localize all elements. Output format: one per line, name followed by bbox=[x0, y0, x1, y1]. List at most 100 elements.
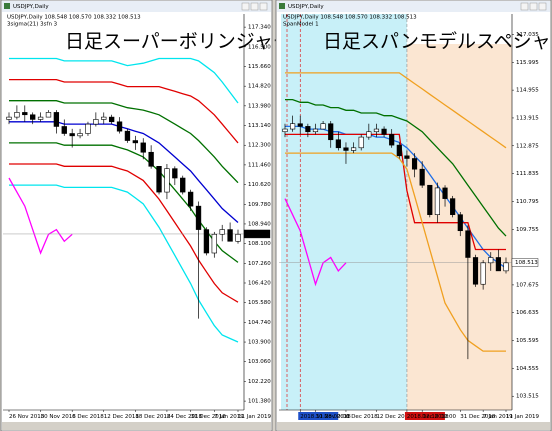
candle-body bbox=[116, 121, 123, 132]
candle-body bbox=[85, 123, 91, 134]
x-tick-label: 31 Dec 2018 bbox=[191, 414, 227, 420]
overlay-title: 日足スーパーボリンジャー bbox=[65, 31, 292, 53]
y-tick-label: 109.755 bbox=[516, 227, 539, 233]
maximize-button[interactable] bbox=[250, 2, 259, 11]
candle-body bbox=[411, 158, 418, 170]
candle-body bbox=[30, 114, 36, 120]
y-tick-label: 103.515 bbox=[516, 394, 539, 400]
window-title: USDJPY,Daily bbox=[13, 4, 49, 10]
status-strip bbox=[277, 422, 550, 430]
date-highlight bbox=[404, 412, 445, 420]
window-title: USDJPY,Daily bbox=[288, 4, 324, 10]
candle-body bbox=[93, 119, 99, 125]
y-tick-label: 112.300 bbox=[248, 143, 271, 149]
maximize-button[interactable] bbox=[529, 2, 538, 11]
candle-body bbox=[6, 116, 12, 120]
candle-body bbox=[180, 177, 186, 193]
minimize-button[interactable] bbox=[241, 2, 250, 11]
x-tick-label: 12 Dec 2018 bbox=[376, 414, 412, 420]
indicator-name: 3sigma(21) 3sfn 3 bbox=[7, 22, 58, 28]
y-tick-label: 105.595 bbox=[516, 338, 539, 344]
candle-body bbox=[219, 229, 225, 235]
close-button[interactable] bbox=[259, 2, 268, 11]
current-price-label: 108.513 bbox=[515, 260, 538, 266]
y-tick-label: 110.795 bbox=[516, 199, 539, 205]
x-tick-label: Dec 2018 bbox=[422, 414, 449, 420]
x-tick-label: 6 Dec 2018 bbox=[346, 414, 378, 420]
x-tick-label: 2018.11.28 00:00 bbox=[300, 414, 350, 420]
x-tick-label: 6 Dec 2018 bbox=[72, 414, 104, 420]
candle-body bbox=[187, 191, 194, 207]
x-tick-label: 30 Nov 2018 bbox=[41, 414, 77, 420]
indicator-line bbox=[285, 72, 507, 149]
close-button[interactable] bbox=[538, 2, 547, 11]
window-icon bbox=[279, 3, 285, 9]
y-tick-label: 107.675 bbox=[516, 282, 539, 288]
y-tick-label: 103.060 bbox=[248, 359, 271, 365]
y-tick-label: 111.460 bbox=[248, 162, 271, 168]
indicator-line bbox=[8, 177, 73, 255]
y-tick-label: 107.260 bbox=[248, 261, 271, 267]
candle-body bbox=[343, 147, 349, 151]
candle-body bbox=[195, 205, 202, 230]
candle-body bbox=[14, 112, 20, 118]
candle-body bbox=[305, 126, 311, 133]
indicator-line bbox=[9, 184, 239, 343]
minimize-button[interactable] bbox=[520, 2, 529, 11]
title-bar bbox=[277, 1, 550, 12]
y-tick-label: 105.580 bbox=[248, 300, 271, 306]
y-tick-label: 110.620 bbox=[248, 182, 271, 188]
x-tick-label: 18 Dec 2018 bbox=[135, 414, 171, 420]
x-tick-label: 26 Nov 2018 bbox=[9, 414, 45, 420]
x-tick-label: 11 Jan 2019 bbox=[506, 414, 539, 420]
candle-body bbox=[465, 230, 471, 258]
chart-header: USDJPY,Daily 108.548 108.570 108.332 108… bbox=[283, 15, 417, 21]
y-tick-label: 104.740 bbox=[248, 320, 271, 326]
candle-body bbox=[312, 128, 319, 133]
candle-body bbox=[172, 168, 178, 179]
candle-body bbox=[503, 262, 509, 272]
candle-body bbox=[488, 257, 494, 264]
status-strip bbox=[2, 422, 271, 430]
candle-body bbox=[480, 262, 486, 285]
indicator-line bbox=[285, 133, 506, 251]
y-tick-label: 114.955 bbox=[516, 88, 539, 94]
indicator-line bbox=[285, 98, 507, 237]
chart-header: USDJPY,Daily 108.548 108.570 108.332 108… bbox=[7, 15, 141, 21]
x-tick-label: 12 Dec 2018 bbox=[104, 414, 140, 420]
x-tick-label: 11 Jan 2019 bbox=[238, 414, 271, 420]
y-tick-label: 115.995 bbox=[516, 60, 539, 66]
y-tick-label: 113.140 bbox=[248, 123, 271, 129]
candle-body bbox=[101, 116, 107, 120]
current-price-box bbox=[243, 229, 271, 239]
candle-body bbox=[297, 123, 303, 127]
y-tick-label: 115.660 bbox=[248, 64, 271, 70]
overlay-title: 日足スパンモデルスペシャル bbox=[323, 31, 552, 53]
candle-body bbox=[373, 128, 380, 133]
candle-body bbox=[61, 126, 67, 134]
candle-body bbox=[45, 112, 52, 118]
candle-body bbox=[235, 233, 241, 242]
indicator-line bbox=[9, 121, 239, 223]
candle-body bbox=[442, 187, 448, 199]
y-tick-label: 104.555 bbox=[516, 366, 539, 372]
candle-body bbox=[148, 151, 154, 167]
candle-body bbox=[350, 147, 357, 151]
y-tick-label: 117.035 bbox=[516, 32, 539, 38]
y-tick-label: 113.915 bbox=[516, 115, 539, 121]
indicator-line bbox=[285, 152, 506, 352]
candle-body bbox=[53, 112, 60, 127]
candle-body bbox=[124, 130, 131, 141]
candle-body bbox=[156, 166, 162, 193]
indicator-line bbox=[9, 57, 239, 104]
indicator-line bbox=[9, 100, 239, 184]
candle-body bbox=[77, 133, 83, 137]
candle-body bbox=[69, 133, 75, 137]
y-tick-label: 103.900 bbox=[248, 340, 271, 346]
candle-body bbox=[203, 229, 210, 254]
candle-body bbox=[227, 229, 233, 242]
candle-body bbox=[282, 128, 288, 133]
y-tick-label: 109.780 bbox=[248, 202, 271, 208]
candle-body bbox=[290, 123, 296, 130]
y-tick-label: 101.380 bbox=[248, 399, 271, 405]
